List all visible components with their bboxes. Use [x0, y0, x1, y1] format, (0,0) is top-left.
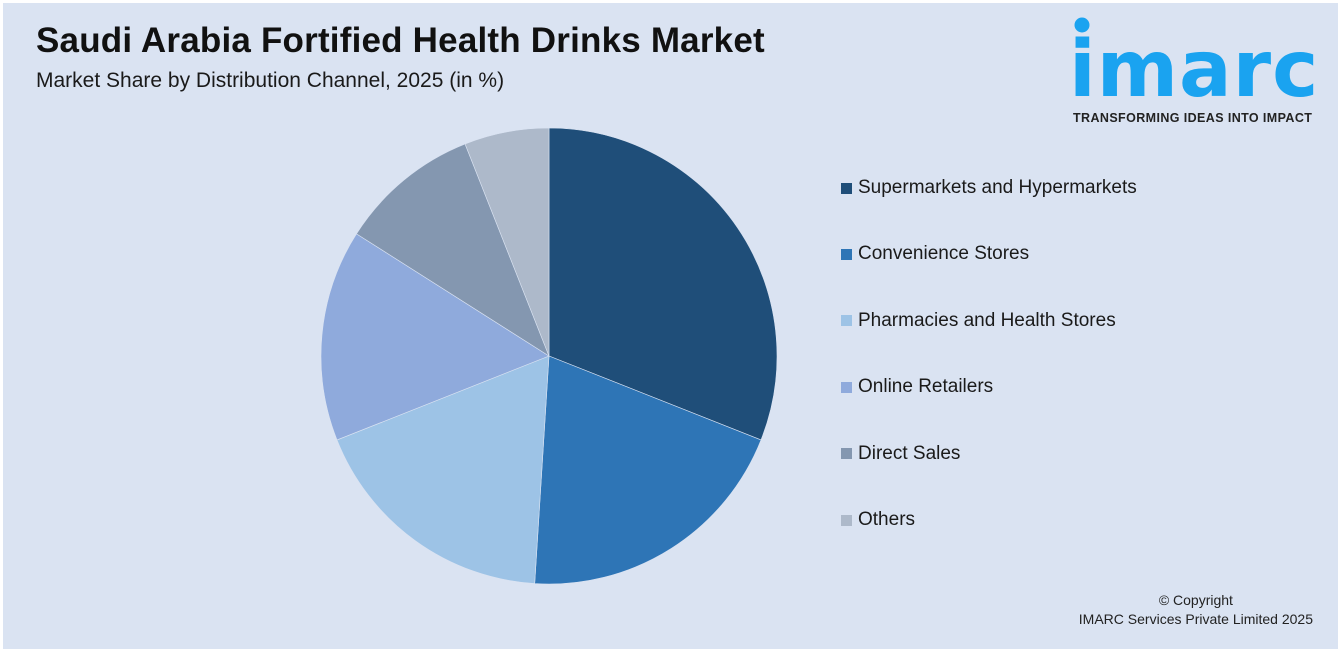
chart-canvas: Saudi Arabia Fortified Health Drinks Mar…: [3, 3, 1338, 649]
pie-chart: [320, 127, 778, 585]
legend-label: Pharmacies and Health Stores: [858, 309, 1116, 331]
copyright-notice: © Copyright IMARC Services Private Limit…: [1079, 591, 1313, 629]
legend-label: Others: [858, 509, 916, 530]
legend-label: Supermarkets and Hypermarkets: [858, 177, 1137, 198]
pie-slice-others: [464, 127, 550, 357]
pie-slice-direct-sales: [356, 143, 550, 357]
legend-swatch-icon: [841, 448, 852, 460]
pie-slice-supermarkets-and-hypermarkets: [548, 127, 778, 441]
legend-item: Pharmacies and Health Stores: [841, 310, 1116, 332]
imarc-logo: imarc TRANSFORMING IDEAS INTO IMPACT: [1069, 17, 1329, 127]
pie-slice-online-retailers: [320, 233, 550, 441]
legend-swatch-icon: [841, 514, 852, 526]
legend-item: Direct Sales: [841, 443, 960, 465]
legend-label: Online Retailers: [858, 376, 994, 398]
legend-swatch-icon: [841, 315, 852, 327]
legend-swatch-icon: [841, 381, 852, 393]
logo-dot-icon: [1074, 17, 1090, 33]
legend-item: Others: [841, 509, 915, 531]
copyright-company: IMARC Services Private Limited 2025: [1078, 611, 1313, 627]
legend-item: Online Retailers: [841, 376, 993, 398]
legend-label: Direct Sales: [858, 442, 961, 464]
pie-slice-convenience-stores: [534, 355, 762, 585]
logo-tagline: TRANSFORMING IDEAS INTO IMPACT: [1073, 111, 1313, 125]
logo-wordmark: imarc: [1069, 25, 1320, 115]
legend-swatch-icon: [841, 248, 852, 260]
legend-item: Supermarkets and Hypermarkets: [841, 177, 1137, 199]
pie-slice-pharmacies-and-health-stores: [336, 355, 550, 584]
chart-subtitle: Market Share by Distribution Channel, 20…: [36, 69, 505, 92]
copyright-line: © Copyright: [1158, 592, 1233, 608]
legend-swatch-icon: [841, 182, 852, 194]
legend-item: Convenience Stores: [841, 243, 1029, 265]
chart-title: Saudi Arabia Fortified Health Drinks Mar…: [36, 21, 765, 60]
legend-label: Convenience Stores: [858, 243, 1030, 265]
